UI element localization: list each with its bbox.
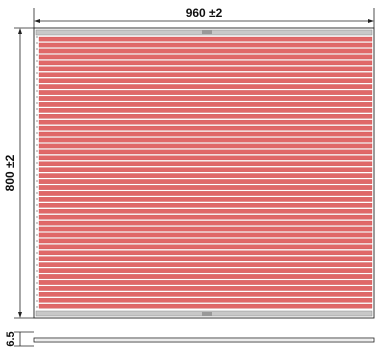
slat — [38, 137, 373, 143]
height-dimension: 800 ±2 — [3, 27, 34, 319]
slat — [38, 131, 373, 137]
slat — [38, 108, 373, 113]
width-dimension: 960 ±2 — [33, 6, 375, 28]
slat — [38, 232, 373, 238]
slat — [38, 36, 373, 42]
slat — [38, 173, 373, 178]
thickness-label: 6.5 — [5, 331, 17, 346]
slat — [38, 214, 373, 220]
slat — [38, 90, 373, 95]
slat — [38, 208, 373, 214]
slat — [38, 96, 373, 101]
width-arrow-right — [368, 19, 374, 23]
width-arrow-left — [34, 19, 40, 23]
slat — [38, 268, 373, 273]
slat — [38, 102, 373, 107]
height-arrow-bottom — [18, 312, 22, 318]
slat — [38, 244, 373, 250]
slat — [38, 238, 373, 244]
slat — [38, 220, 373, 226]
slat — [38, 143, 373, 149]
slat — [38, 167, 373, 172]
slat — [38, 84, 373, 89]
height-label: 800 ±2 — [3, 154, 17, 191]
slat — [38, 256, 373, 262]
thickness-view: 6.5 — [5, 331, 375, 347]
slat — [38, 250, 373, 256]
slat — [38, 114, 373, 119]
slat — [38, 286, 373, 291]
slat — [38, 197, 373, 202]
width-label: 960 ±2 — [186, 6, 223, 20]
slat — [38, 274, 373, 279]
slat — [38, 125, 373, 131]
slat — [38, 262, 373, 267]
slat — [38, 179, 373, 184]
slat — [38, 42, 373, 48]
pleated-panel — [33, 27, 375, 319]
slat — [38, 149, 373, 155]
slat — [38, 161, 373, 167]
slat — [38, 78, 373, 83]
slat — [38, 280, 373, 285]
slat — [38, 119, 373, 125]
slat — [38, 66, 373, 72]
slat — [38, 226, 373, 232]
slat — [38, 303, 373, 309]
slat — [38, 48, 373, 54]
slat — [38, 297, 373, 303]
slat — [38, 60, 373, 66]
slat — [38, 292, 373, 297]
slat — [38, 191, 373, 196]
height-arrow-top — [18, 28, 22, 34]
slat — [38, 203, 373, 208]
slat — [38, 155, 373, 161]
bottom-handle-icon — [202, 312, 212, 316]
top-handle-icon — [202, 30, 212, 34]
slat-group — [38, 36, 373, 309]
slat — [38, 54, 373, 60]
slat — [38, 72, 373, 78]
slat — [38, 185, 373, 190]
